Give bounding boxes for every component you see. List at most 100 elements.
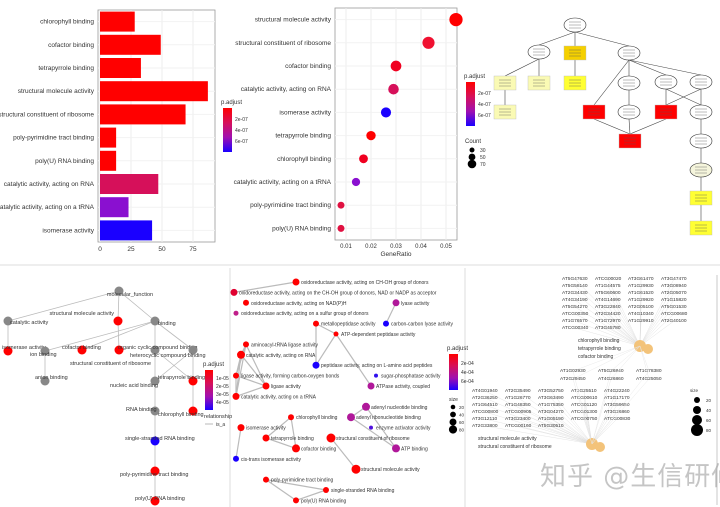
- emap-node-label: aminoacyl-tRNA ligase activity: [251, 342, 318, 348]
- cnet-gene-label: ATCG00350: [562, 311, 589, 317]
- go-graph-edge: [154, 349, 194, 382]
- cnet-gene-label: AT1G44575: [595, 283, 621, 289]
- cnet-edge: [607, 320, 641, 347]
- emap-node: [392, 299, 400, 307]
- emap-node-label: chlorophyll binding: [296, 415, 338, 421]
- cnet-gene-label: ATCG00020: [595, 276, 622, 282]
- bar-category-label: structural molecule activity: [18, 88, 95, 95]
- emap-node: [293, 497, 299, 504]
- cnet-edge: [574, 278, 641, 347]
- cnet-edge: [639, 345, 650, 372]
- cnet-size-legend-label: 20: [706, 398, 712, 403]
- go-graph-legend-label: 3e-05: [216, 392, 229, 398]
- cnet-gene-label: ATCG00750: [571, 416, 598, 422]
- emap-edge: [330, 437, 357, 470]
- go-graph-edge: [81, 320, 156, 351]
- go-graph-legend-title: p.adjust: [203, 362, 224, 368]
- dot-legend-label: 4e-07: [478, 102, 491, 108]
- emap-node-label: oxidoreductase activity, acting on CH-OH…: [301, 280, 429, 286]
- bar: [100, 58, 141, 78]
- emap-node-label: isomerase activity: [246, 426, 286, 432]
- cnet-edge: [583, 397, 593, 445]
- go-graph-colorbar: [205, 370, 213, 410]
- cnet-edge: [550, 425, 593, 445]
- emap-node: [288, 414, 294, 421]
- bar-x-tick-label: 25: [127, 246, 135, 253]
- go-graph-node-label: chlorophyll binding: [158, 412, 204, 418]
- cnet-gene-label: AT3G63490: [538, 395, 564, 401]
- cnet-gene-label: AT1G17170: [604, 395, 630, 401]
- go-graph-relationship-label: is_a: [216, 422, 225, 428]
- dot-category-label: isomerase activity: [279, 109, 331, 116]
- bar: [100, 127, 117, 148]
- emap-size-legend-label: 60: [459, 420, 465, 425]
- emap-node-label: metallopeptidase activity: [321, 322, 376, 328]
- cnet-edge: [484, 425, 593, 445]
- bar-category-label: poly-pyrimidine tract binding: [13, 135, 94, 142]
- cnet-gene-label: AT4G25050: [636, 376, 662, 382]
- go-graph-edge: [154, 320, 194, 351]
- cnet-gene-label: AT4G22240: [604, 388, 630, 394]
- cnet-term-node: [595, 442, 605, 452]
- dot-size-legend-label: 50: [480, 155, 486, 161]
- emap-size-legend-label: 20: [459, 405, 465, 410]
- cnet-gene-label: ATCG00830: [604, 416, 631, 422]
- dot-category-label: catalytic activity, acting on a tRNA: [234, 179, 332, 186]
- emap-edge: [265, 479, 327, 491]
- dot-point: [351, 177, 361, 187]
- emap-node: [233, 372, 239, 379]
- cnet-edge: [572, 345, 641, 380]
- cnet-size-legend-mark: [691, 424, 703, 436]
- dot-category-label: poly(U) RNA binding: [272, 225, 331, 232]
- go-graph-edge: [7, 290, 120, 322]
- go-graph-node-label: molecular_function: [107, 292, 153, 298]
- emap-node: [243, 341, 249, 348]
- cnet-edge: [550, 390, 593, 445]
- cnet-gene-label: AT5G30510: [538, 423, 564, 429]
- cnet-gene-label: AT3G22840: [595, 304, 621, 310]
- cnet-edge: [607, 327, 641, 347]
- dot-legend-label: 6e-07: [478, 113, 491, 119]
- cnet-edge: [639, 278, 675, 347]
- bar-category-label: catalytic activity, acting on RNA: [4, 181, 95, 188]
- dot-legend-label: 2e-07: [478, 91, 491, 97]
- emap-node: [347, 413, 355, 422]
- go-graph-legend-label: 1e-05: [216, 376, 229, 382]
- cnet-gene-label: AT2G05070: [661, 290, 687, 296]
- emap-node: [262, 382, 270, 390]
- dot-point: [380, 107, 392, 118]
- emap-edge: [265, 479, 297, 501]
- cnet-gene-label: AT5G01530: [661, 304, 687, 310]
- cnet-gene-label: AT4G10340: [628, 311, 654, 317]
- cnet-gene-label: AT1G29920: [628, 297, 654, 303]
- emap-edge: [365, 406, 397, 449]
- cnet-gene-label: AT1G72970: [595, 318, 621, 324]
- dot-category-label: tetrapyrrole binding: [275, 133, 331, 140]
- dot-point: [337, 224, 345, 232]
- bar-x-tick-label: 75: [189, 246, 197, 253]
- emap-node-label: oxidoreductase activity, acting on NAD(P…: [251, 301, 347, 307]
- dot-category-label: structural constituent of ribosome: [235, 40, 331, 47]
- dot-point: [359, 154, 368, 164]
- emap-node: [243, 299, 249, 306]
- cnet-gene-label: AT1G26770: [505, 395, 531, 401]
- dot-category-label: chlorophyll binding: [277, 156, 331, 163]
- cnet-edge: [484, 390, 593, 445]
- emap-node-label: ligase activity: [271, 384, 301, 390]
- cnet-gene-label: AT3G61470: [628, 276, 654, 282]
- go-graph-node-label: organic cyclic compound binding: [118, 345, 198, 351]
- bar-category-label: poly(U) RNA binding: [35, 158, 94, 165]
- cnet-gene-label: AT2G34420: [595, 311, 621, 317]
- bar-legend-title: p.adjust: [221, 100, 242, 106]
- emap-edge: [245, 344, 267, 387]
- cnet-gene-label: AT2G36250: [472, 395, 498, 401]
- dot-legend-title: p.adjust: [464, 74, 485, 80]
- dot-category-label: poly-pyrimidine tract binding: [250, 202, 331, 209]
- dot-category-label: structural molecule activity: [255, 17, 332, 24]
- cnet-edge: [610, 345, 641, 380]
- dag-edge: [538, 31, 576, 46]
- cnet-term-label: tetrapyrrole binding: [578, 346, 621, 352]
- dot-colorbar: [466, 82, 475, 126]
- bar: [100, 197, 129, 218]
- emap-node: [369, 425, 373, 430]
